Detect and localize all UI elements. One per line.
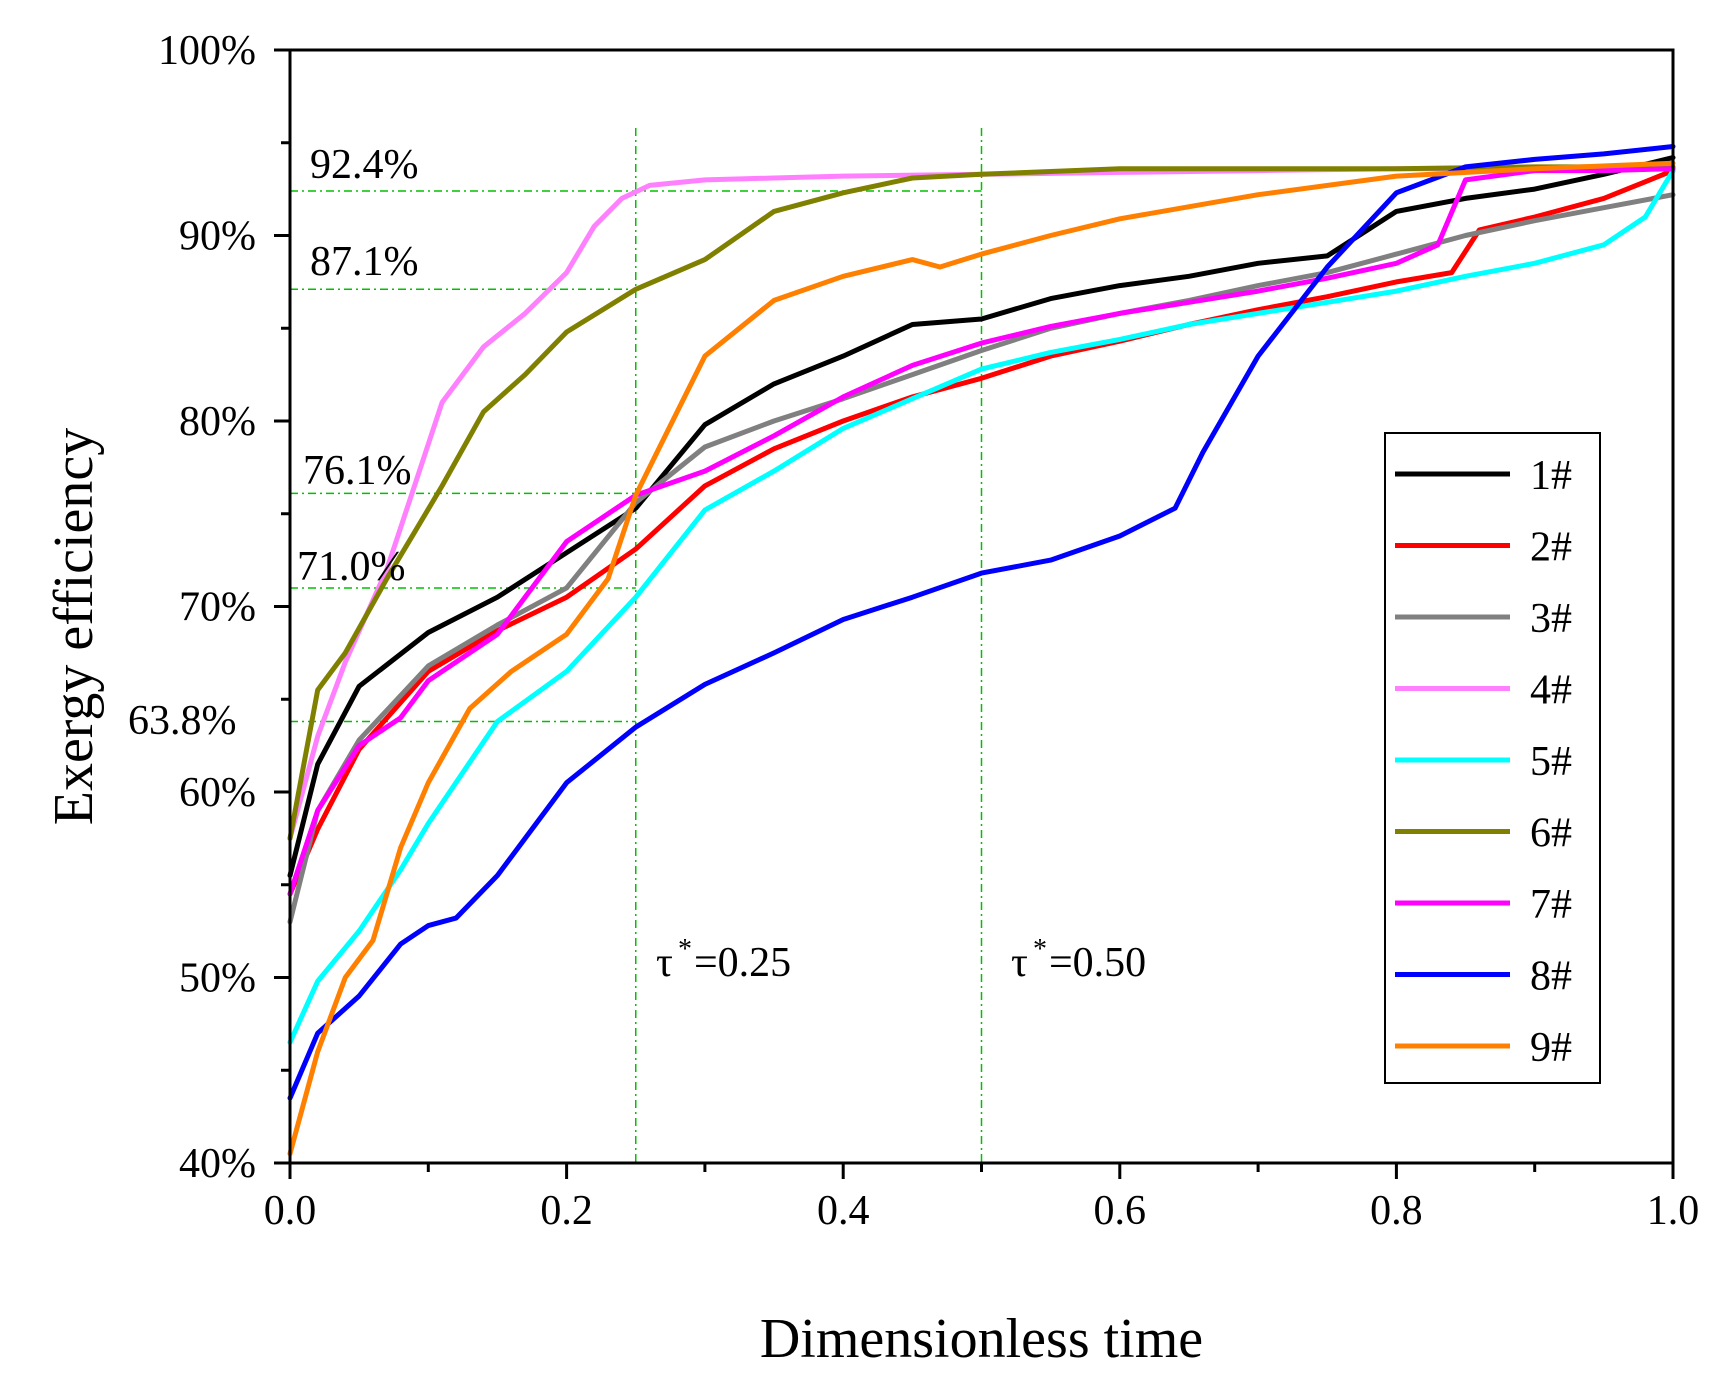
vline-label-symbol: τ <box>656 940 673 986</box>
hline-label: 92.4% <box>310 142 419 188</box>
y-tick-label: 80% <box>179 399 256 445</box>
legend-label-8: 8# <box>1530 954 1572 1000</box>
x-axis-title: Dimensionless time <box>760 1308 1203 1370</box>
vline-label-superscript: * <box>1033 934 1047 965</box>
series-line-7 <box>287 166 1676 897</box>
series-line-2 <box>287 168 1676 897</box>
y-tick-label: 50% <box>179 956 256 1002</box>
reference-vlines <box>635 128 983 1163</box>
vline-label-symbol: τ <box>1011 940 1028 986</box>
legend-label-4: 4# <box>1530 668 1572 714</box>
vline-label: τ * =0.25 <box>656 934 791 986</box>
y-tick-label: 70% <box>179 585 256 631</box>
y-tick-label: 60% <box>179 770 256 816</box>
y-tick-label: 100% <box>158 28 256 74</box>
series-line-5 <box>287 168 1676 1045</box>
annotations: 92.4%87.1%76.1%71.0%63.8%τ * =0.25 τ * =0.50 <box>128 142 1146 986</box>
hline-label: 71.0% <box>297 544 406 590</box>
legend-label-5: 5# <box>1530 739 1572 785</box>
series-line-9 <box>287 160 1676 1157</box>
y-tick-label: 90% <box>179 214 256 260</box>
axis-tick-labels: 0.0 0.2 0.4 0.6 0.8 1.0 40% 50% 60% 70% 80% 90% 100% <box>158 28 1699 1234</box>
series-line-6 <box>287 164 1676 841</box>
legend-label-1: 1# <box>1530 453 1572 499</box>
series-line-3 <box>287 192 1676 925</box>
series-line-1 <box>287 155 1676 878</box>
vline-label: τ * =0.50 <box>1011 934 1146 986</box>
x-tick-label: 0.2 <box>540 1188 593 1234</box>
series-line-8 <box>287 144 1676 1101</box>
y-axis-title: Exergy efficiency <box>43 428 105 826</box>
vline-label-superscript: * <box>678 934 692 965</box>
legend: 1# 2# 3# 4# 5# 6# 7# 8# 9# <box>1384 432 1601 1084</box>
y-tick-label: 40% <box>179 1141 256 1187</box>
x-tick-label: 1.0 <box>1647 1188 1700 1234</box>
hline-label: 63.8% <box>128 698 237 744</box>
x-tick-label: 0.4 <box>817 1188 870 1234</box>
axis-ticks <box>274 48 1675 1179</box>
x-tick-label: 0.8 <box>1370 1188 1423 1234</box>
x-tick-label: 0.6 <box>1094 1188 1147 1234</box>
vline-label-value: =0.50 <box>1049 940 1146 986</box>
legend-label-6: 6# <box>1530 811 1572 857</box>
hline-label: 76.1% <box>303 448 412 494</box>
legend-label-9: 9# <box>1530 1025 1572 1071</box>
x-tick-label: 0.0 <box>264 1188 317 1234</box>
legend-label-3: 3# <box>1530 596 1572 642</box>
hline-label: 87.1% <box>310 239 419 285</box>
series-lines <box>287 144 1676 1157</box>
vline-label-value: =0.25 <box>694 940 791 986</box>
legend-label-7: 7# <box>1530 882 1572 928</box>
legend-label-2: 2# <box>1530 525 1572 571</box>
